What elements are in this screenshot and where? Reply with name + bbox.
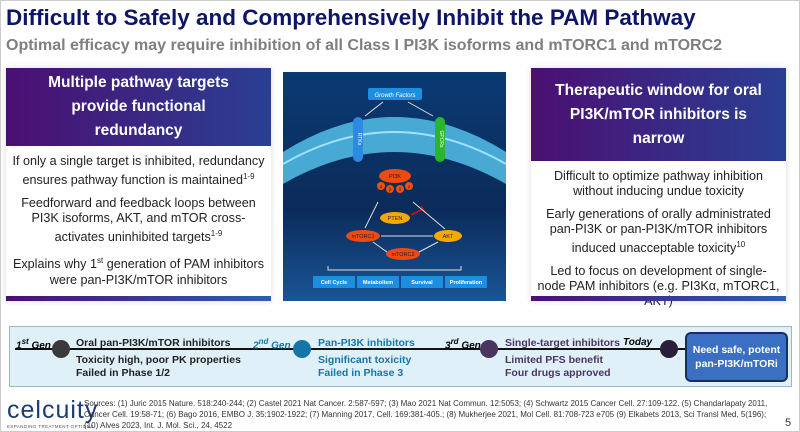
right-bullet: Difficult to optimize pathway inhibition… [553, 169, 764, 198]
akt-label: AKT [443, 234, 454, 240]
need-callout: Need safe, potent pan-PI3K/mTORi [685, 332, 788, 382]
svg-text:δ: δ [399, 187, 402, 192]
gpcrs-label: GPCRs [438, 131, 444, 148]
right-panel-heading: Therapeutic window for oral PI3K/mTOR in… [531, 68, 786, 161]
rtks-label: RTKs [356, 133, 362, 146]
gen-3-label: 3rd Gen [445, 337, 481, 352]
left-panel-heading: Multiple pathway targets provide functio… [6, 68, 271, 146]
pten-label: PTEN [388, 216, 403, 222]
right-bullet: Early generations of orally administrate… [546, 207, 771, 256]
mtorc2-label: mTORC2 [391, 252, 414, 258]
left-panel: Multiple pathway targets provide functio… [6, 68, 271, 301]
gen-2-title: Pan-PI3K inhibitors [318, 337, 415, 349]
sources-footnote: Sources: (1) Juric 2015 Nature. 518:240-… [84, 399, 768, 430]
today-marker [660, 340, 678, 358]
page-number: 5 [785, 417, 792, 429]
outcome-cell-cycle: Cell Cycle [321, 280, 347, 286]
gen-1-details: Toxicity high, poor PK properties Failed … [76, 354, 241, 379]
mtorc1-label: mTORC1 [351, 234, 374, 240]
right-bullet: Led to focus on development of single-no… [537, 264, 780, 309]
svg-text:γ: γ [408, 184, 411, 189]
right-panel: Therapeutic window for oral PI3K/mTOR in… [531, 68, 786, 308]
pi3k-label: PI3K [389, 174, 401, 180]
gen-2-label: 2nd Gen [253, 337, 291, 352]
logo-tagline: EXPANDING TREATMENT OPTIONS [7, 424, 94, 429]
today-label: Today [623, 337, 653, 348]
svg-text:β: β [389, 187, 392, 192]
outcome-survival: Survival [411, 280, 433, 286]
svg-text:α: α [380, 184, 383, 189]
gen-3-details: Limited PFS benefit Four drugs approved [505, 354, 611, 379]
page-subtitle: Optimal efficacy may require inhibition … [6, 37, 723, 54]
panel-footer-bar [531, 296, 786, 301]
left-bullet: Explains why 1st generation of PAM inhib… [12, 256, 264, 287]
celcuity-logo: celcuity [7, 396, 99, 424]
gen-1-label: 1st Gen [16, 337, 51, 352]
gen-2-details: Significant toxicity Failed in Phase 3 [318, 354, 412, 379]
development-timeline: 1st Gen Oral pan-PI3K/mTOR inhibitors To… [9, 326, 792, 387]
gen-1-marker [52, 340, 70, 358]
panel-footer-bar [6, 296, 271, 301]
gen-3-marker [480, 340, 498, 358]
gen-1-title: Oral pan-PI3K/mTOR inhibitors [76, 337, 231, 349]
page-title: Difficult to Safely and Comprehensively … [6, 5, 696, 30]
growth-factors-label: Growth Factors [374, 93, 415, 99]
gen-3-title: Single-target inhibitors [505, 337, 620, 349]
left-bullet: Feedforward and feedback loops between P… [21, 196, 256, 245]
outcome-metabolism: Metabolism [363, 280, 393, 286]
pam-pathway-diagram: Growth Factors RTKs GPCRs PI3K α β δ γ P… [283, 72, 506, 301]
timeline-line [15, 348, 695, 350]
left-bullet: If only a single target is inhibited, re… [12, 154, 265, 188]
outcome-proliferation: Proliferation [450, 280, 483, 286]
gen-2-marker [293, 340, 311, 358]
